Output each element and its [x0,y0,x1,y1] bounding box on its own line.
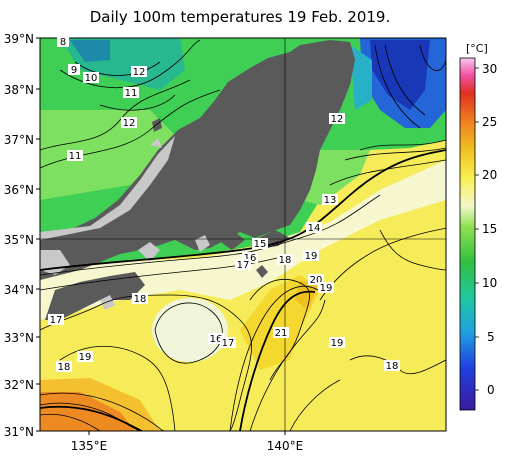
lat-label: 33°N [4,331,34,345]
contour-label: 20 [308,274,324,286]
map-frame [39,37,447,432]
no-data-region [40,136,175,240]
lat-label: 38°N [4,83,34,97]
contour-label: 16 [208,333,224,345]
contour-label: 19 [77,351,93,363]
svg-text:10: 10 [85,73,98,84]
lon-label: 140°E [267,439,304,453]
svg-text:17: 17 [222,338,235,349]
contour-label: 15 [252,238,268,250]
contour-label: 18 [384,360,400,372]
sea-pale-band [40,160,446,320]
contour-label: 19 [318,282,334,294]
svg-text:18: 18 [279,255,292,266]
lon-axis: 135°E 140°E [71,439,304,453]
land-shikoku [45,272,145,320]
colorbar-scale [459,57,476,411]
contour-label: 17 [48,314,64,326]
contour-label: 17 [50,315,63,326]
contour-label: 19 [329,337,345,349]
contour-label: 18 [132,293,148,305]
svg-text:13: 13 [324,195,337,206]
lat-axis: 39°N 38°N 37°N 36°N 35°N 34°N 33°N 32°N … [4,32,34,439]
contour-label: 12 [121,117,137,129]
svg-text:17: 17 [50,315,63,326]
contour-label: 11 [67,150,83,162]
colorbar: [°C] 30 25 20 15 10 5 0 [459,42,497,411]
colorbar-tick: 5 [487,330,495,344]
colorbar-tick: 0 [487,383,495,397]
svg-text:19: 19 [331,338,344,349]
contour-label: 9 [68,64,80,76]
land-honshu [40,40,355,280]
svg-text:9: 9 [71,65,77,76]
contour-labels: 8 9 10 12 11 12 11 12 13 14 15 16 17 18 … [48,36,400,373]
contour-label: 18 [277,254,293,266]
contour-label: 8 [57,36,69,48]
contour-label: 13 [322,194,338,206]
svg-text:18: 18 [134,294,147,305]
svg-text:15: 15 [254,239,267,250]
contour-label: 17 [235,259,251,271]
lat-label: 35°N [4,233,34,247]
svg-text:8: 8 [60,37,66,48]
colorbar-tick: 30 [482,62,497,76]
lat-label: 39°N [4,32,34,46]
svg-text:21: 21 [275,328,288,339]
svg-text:18: 18 [386,361,399,372]
colorbar-tick: 10 [482,276,497,290]
sea-kuroshio-warm [40,392,135,431]
svg-text:16: 16 [210,334,223,345]
lat-label: 37°N [4,133,34,147]
contour-label: 12 [131,66,147,78]
contour-label: 16 [242,252,258,264]
contour-label: 18 [56,361,72,373]
map-grid [40,38,446,431]
colorbar-tick: 20 [482,168,497,182]
contour-label: 19 [303,250,319,262]
svg-text:18: 18 [58,362,71,373]
contour-label: 17 [220,337,236,349]
lat-label: 31°N [4,425,34,439]
lon-label: 135°E [71,439,108,453]
lat-label: 32°N [4,378,34,392]
colorbar-unit: [°C] [466,42,488,55]
lat-label: 34°N [4,283,34,297]
colorbar-tick: 15 [482,222,497,236]
contour-label: 21 [273,327,289,339]
svg-text:17: 17 [237,260,250,271]
svg-text:19: 19 [79,352,92,363]
svg-text:14: 14 [308,223,321,234]
contour-label: 10 [83,72,99,84]
svg-text:16: 16 [244,253,257,264]
svg-text:11: 11 [125,88,138,99]
contour-label: 11 [123,87,139,99]
svg-text:20: 20 [310,275,323,286]
svg-text:19: 19 [320,283,333,294]
svg-text:11: 11 [69,151,82,162]
svg-text:12: 12 [331,114,344,125]
svg-text:12: 12 [123,118,136,129]
contour-label: 14 [306,222,322,234]
map-title: Daily 100m temperatures 19 Feb. 2019. [89,8,391,26]
lat-label: 36°N [4,183,34,197]
colorbar-tick: 25 [482,115,497,129]
svg-text:19: 19 [305,251,318,262]
svg-text:12: 12 [133,67,146,78]
contour-label: 12 [329,113,345,125]
